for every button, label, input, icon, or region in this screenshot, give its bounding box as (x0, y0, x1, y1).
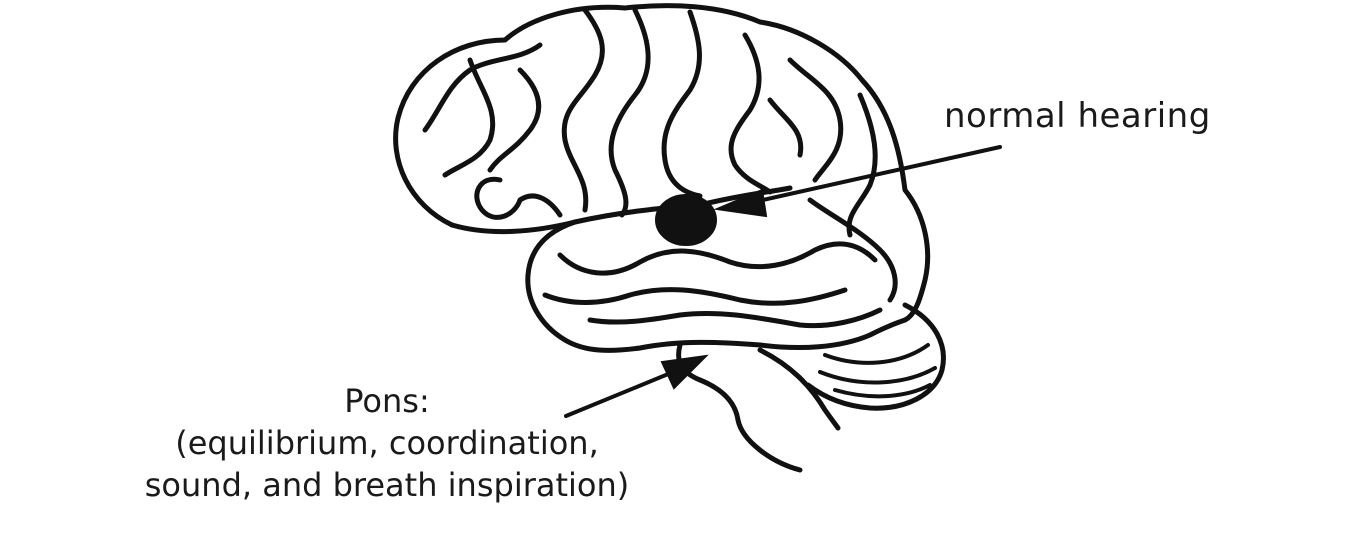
cerebellum-fold (818, 366, 937, 385)
gyrus (608, 7, 651, 218)
gyrus (807, 197, 898, 303)
pons-description-line2: sound, and breath inspiration) (144, 466, 630, 504)
pons-arrow-line (564, 368, 680, 418)
hearing-label: normal hearing (944, 96, 1211, 136)
gyrus (474, 176, 563, 220)
cerebrum-outline (393, 3, 931, 323)
gyrus (487, 67, 542, 173)
gyrus (542, 287, 848, 306)
pons-label: Pons: (equilibrium, coordination, sound,… (92, 380, 682, 506)
brainstem-front (757, 347, 841, 431)
cerebellum-fold (833, 383, 932, 399)
gyrus (661, 9, 703, 199)
hearing-arrowhead (713, 188, 768, 218)
pons-arrowhead (660, 354, 709, 390)
gyrus (767, 97, 804, 158)
gyrus (846, 92, 878, 238)
gyrus (561, 7, 605, 213)
hearing-region-dot (655, 194, 717, 246)
gyrus (557, 241, 878, 276)
hearing-arrow-line (743, 145, 1002, 206)
cerebellum-fold (823, 343, 930, 365)
gyrus (787, 57, 844, 183)
temporal-lobe-outline (525, 219, 908, 353)
lateral-fissure (449, 185, 793, 235)
pons-description-line1: (equilibrium, coordination, (175, 424, 599, 462)
pons-title: Pons: (344, 382, 430, 420)
gyrus (422, 42, 543, 133)
gyrus (587, 307, 883, 329)
gyrus (728, 32, 773, 195)
gyrus (442, 57, 496, 178)
cerebellum-outline (805, 302, 946, 411)
